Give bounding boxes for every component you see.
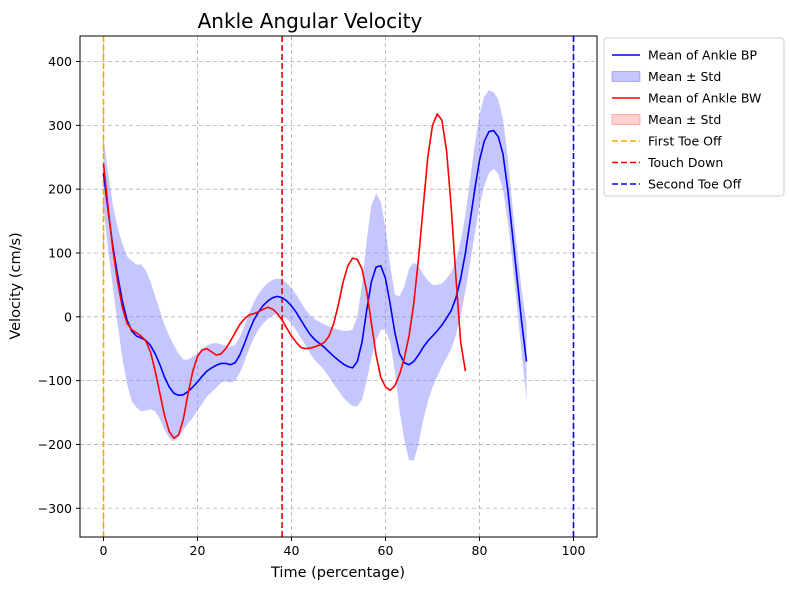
- y-axis-label: Velocity (cm/s): [8, 232, 24, 339]
- mean-line-1: [102, 129, 528, 397]
- x-tick-label: 60: [378, 543, 394, 558]
- plot-frame: [79, 35, 598, 538]
- x-tick-label: 40: [284, 543, 300, 558]
- legend: Mean of Ankle BP Mean ± Std Mean of Ankle …: [603, 37, 785, 197]
- legend-label: Mean ± Std: [648, 69, 721, 84]
- legend-band-swatch: [611, 71, 641, 82]
- std-bands: [103, 90, 527, 461]
- legend-box: [603, 37, 785, 197]
- legend-label: Mean of Ankle BP: [648, 48, 757, 63]
- mean-lines: [102, 113, 528, 439]
- y-tick-label: −300: [38, 501, 72, 516]
- y-tick-label: −200: [38, 437, 72, 452]
- x-tick-label: 20: [190, 543, 206, 558]
- y-tick-label: 100: [48, 245, 72, 260]
- std-band-1: [103, 90, 527, 461]
- axis-ticks: 0 20 40 60 80 100 −300 −200 −100 0 100 200 300 400: [38, 54, 586, 558]
- x-tick-label: 0: [100, 543, 108, 558]
- x-tick-label: 100: [562, 543, 586, 558]
- event-lines: [102, 36, 575, 537]
- legend-label: Mean ± Std: [648, 112, 721, 127]
- mean-line-2: [102, 113, 467, 439]
- y-tick-label: 400: [48, 54, 72, 69]
- x-axis-label: Time (percentage): [270, 565, 405, 581]
- legend-label: Touch Down: [647, 155, 723, 170]
- legend-label: Second Toe Off: [648, 177, 742, 192]
- chart-title: Ankle Angular Velocity: [198, 9, 423, 33]
- grid: [80, 36, 597, 537]
- y-tick-label: 200: [48, 182, 72, 197]
- legend-label: First Toe Off: [648, 134, 722, 149]
- x-tick-label: 80: [472, 543, 488, 558]
- y-tick-label: 0: [64, 309, 72, 324]
- legend-label: Mean of Ankle BW: [648, 91, 761, 106]
- legend-band-swatch: [611, 114, 641, 125]
- y-tick-label: −100: [38, 373, 72, 388]
- y-tick-label: 300: [48, 118, 72, 133]
